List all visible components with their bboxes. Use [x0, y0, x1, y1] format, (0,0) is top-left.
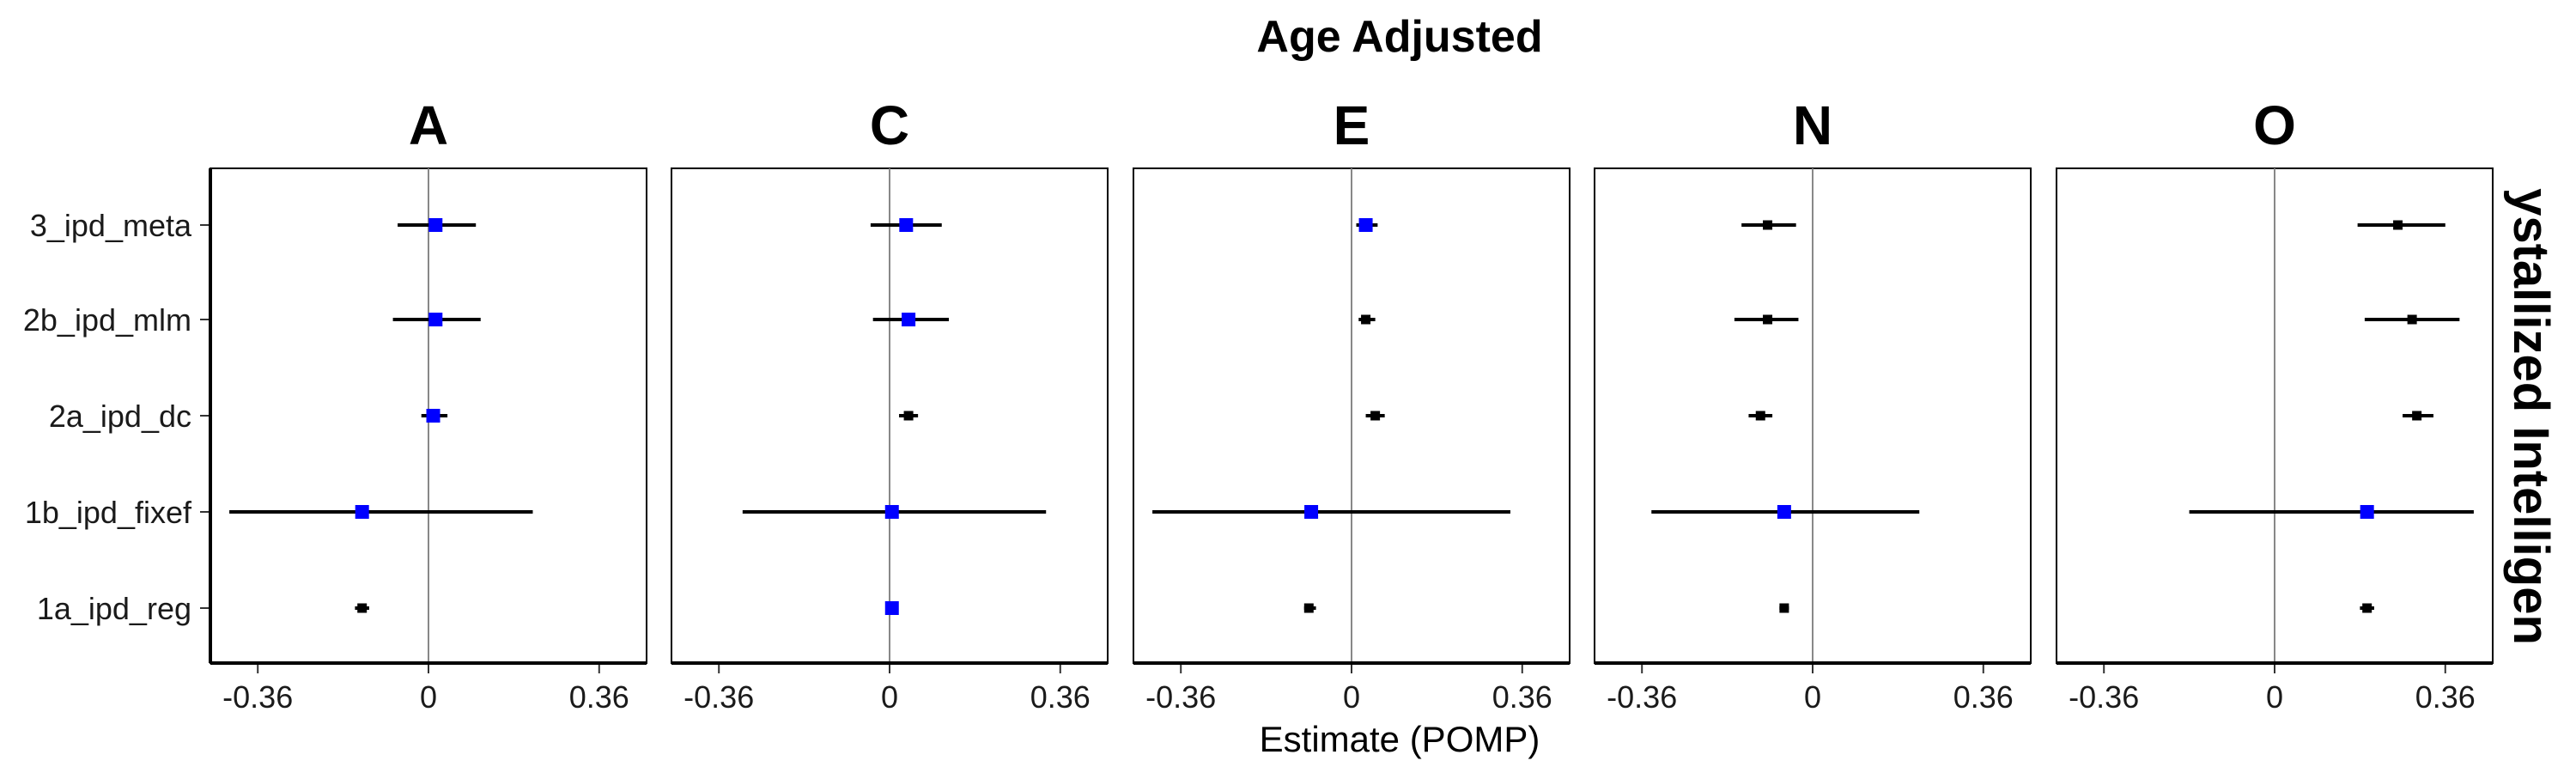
estimate-point-1a_ipd_reg	[1303, 603, 1314, 613]
x-tick-label: 0	[2266, 679, 2283, 715]
x-tick-label: 0	[1343, 679, 1360, 715]
x-tick-label: -0.36	[222, 679, 293, 715]
x-tick-label: 0.36	[1030, 679, 1091, 715]
y-tick-label-3_ipd_meta: 3_ipd_meta	[30, 208, 192, 243]
x-tick-label: -0.36	[1607, 679, 1677, 715]
estimate-point-3_ipd_meta	[428, 218, 443, 232]
y-tick-label-2b_ipd_mlm: 2b_ipd_mlm	[23, 302, 191, 338]
estimate-point-2a_ipd_dc	[1755, 411, 1765, 421]
y-tick-label-1b_ipd_fixef: 1b_ipd_fixef	[25, 495, 192, 530]
estimate-point-1b_ipd_fixef	[355, 505, 369, 519]
facet-title-E: E	[1334, 94, 1370, 156]
x-tick-label: 0	[1804, 679, 1821, 715]
estimate-point-1b_ipd_fixef	[1777, 505, 1791, 519]
estimate-point-2a_ipd_dc	[903, 411, 914, 421]
facet-title-N: N	[1793, 94, 1832, 156]
estimate-point-2b_ipd_mlm	[2407, 314, 2417, 325]
estimate-point-2a_ipd_dc	[2412, 411, 2422, 421]
facet-panel-E: E -0.36 0 0.36	[1133, 94, 1571, 715]
facet-title-O: O	[2253, 94, 2296, 156]
facet-title-A: A	[409, 94, 448, 156]
estimate-point-2b_ipd_mlm	[1361, 314, 1371, 325]
estimate-point-3_ipd_meta	[2393, 220, 2403, 230]
x-tick-label: -0.36	[683, 679, 754, 715]
estimate-point-3_ipd_meta	[899, 218, 914, 232]
x-tick-label: 0.36	[1953, 679, 2014, 715]
facet-panel-A: A -0.36 0 0.36	[210, 94, 647, 715]
estimate-point-1a_ipd_reg	[884, 601, 899, 615]
y-tick-label-2a_ipd_dc: 2a_ipd_dc	[49, 399, 191, 434]
estimate-point-1a_ipd_reg	[2362, 603, 2372, 613]
facet-panel-N: N -0.36 0 0.36	[1594, 94, 2032, 715]
x-tick-label: -0.36	[2069, 679, 2139, 715]
x-tick-label: 0.36	[2415, 679, 2476, 715]
facet-panel-C: C -0.36 0 0.36	[671, 94, 1109, 715]
facet-title-C: C	[870, 94, 909, 156]
estimate-point-2b_ipd_mlm	[902, 313, 916, 326]
x-tick-label: 0.36	[1492, 679, 1552, 715]
facet-panels: 3_ipd_meta 2b_ipd_mlm 2a_ipd_dc 1b_ipd_fixe…	[23, 94, 2494, 715]
right-strip-label: ystallized Intelligen	[2503, 188, 2559, 645]
y-tick-label-1a_ipd_reg: 1a_ipd_reg	[37, 591, 191, 626]
estimate-point-1a_ipd_reg	[357, 603, 368, 613]
estimate-point-2b_ipd_mlm	[428, 313, 443, 326]
x-tick-label: 0	[881, 679, 898, 715]
estimate-point-2b_ipd_mlm	[1763, 314, 1773, 325]
x-tick-label: -0.36	[1145, 679, 1216, 715]
x-tick-label: 0.36	[569, 679, 629, 715]
estimate-point-1b_ipd_fixef	[1304, 505, 1319, 519]
estimate-point-2a_ipd_dc	[426, 409, 440, 423]
estimate-point-1a_ipd_reg	[1779, 603, 1789, 613]
facet-panel-O: O -0.36 0 0.36	[2056, 94, 2494, 715]
estimate-point-1b_ipd_fixef	[884, 505, 899, 519]
estimate-point-3_ipd_meta	[1763, 220, 1773, 230]
x-axis-title: Estimate (POMP)	[1260, 719, 1540, 759]
chart-title: Age Adjusted	[1256, 12, 1542, 62]
estimate-point-3_ipd_meta	[1358, 218, 1373, 232]
x-tick-label: 0	[420, 679, 437, 715]
estimate-point-2a_ipd_dc	[1370, 411, 1381, 421]
estimate-point-1b_ipd_fixef	[2360, 505, 2374, 519]
